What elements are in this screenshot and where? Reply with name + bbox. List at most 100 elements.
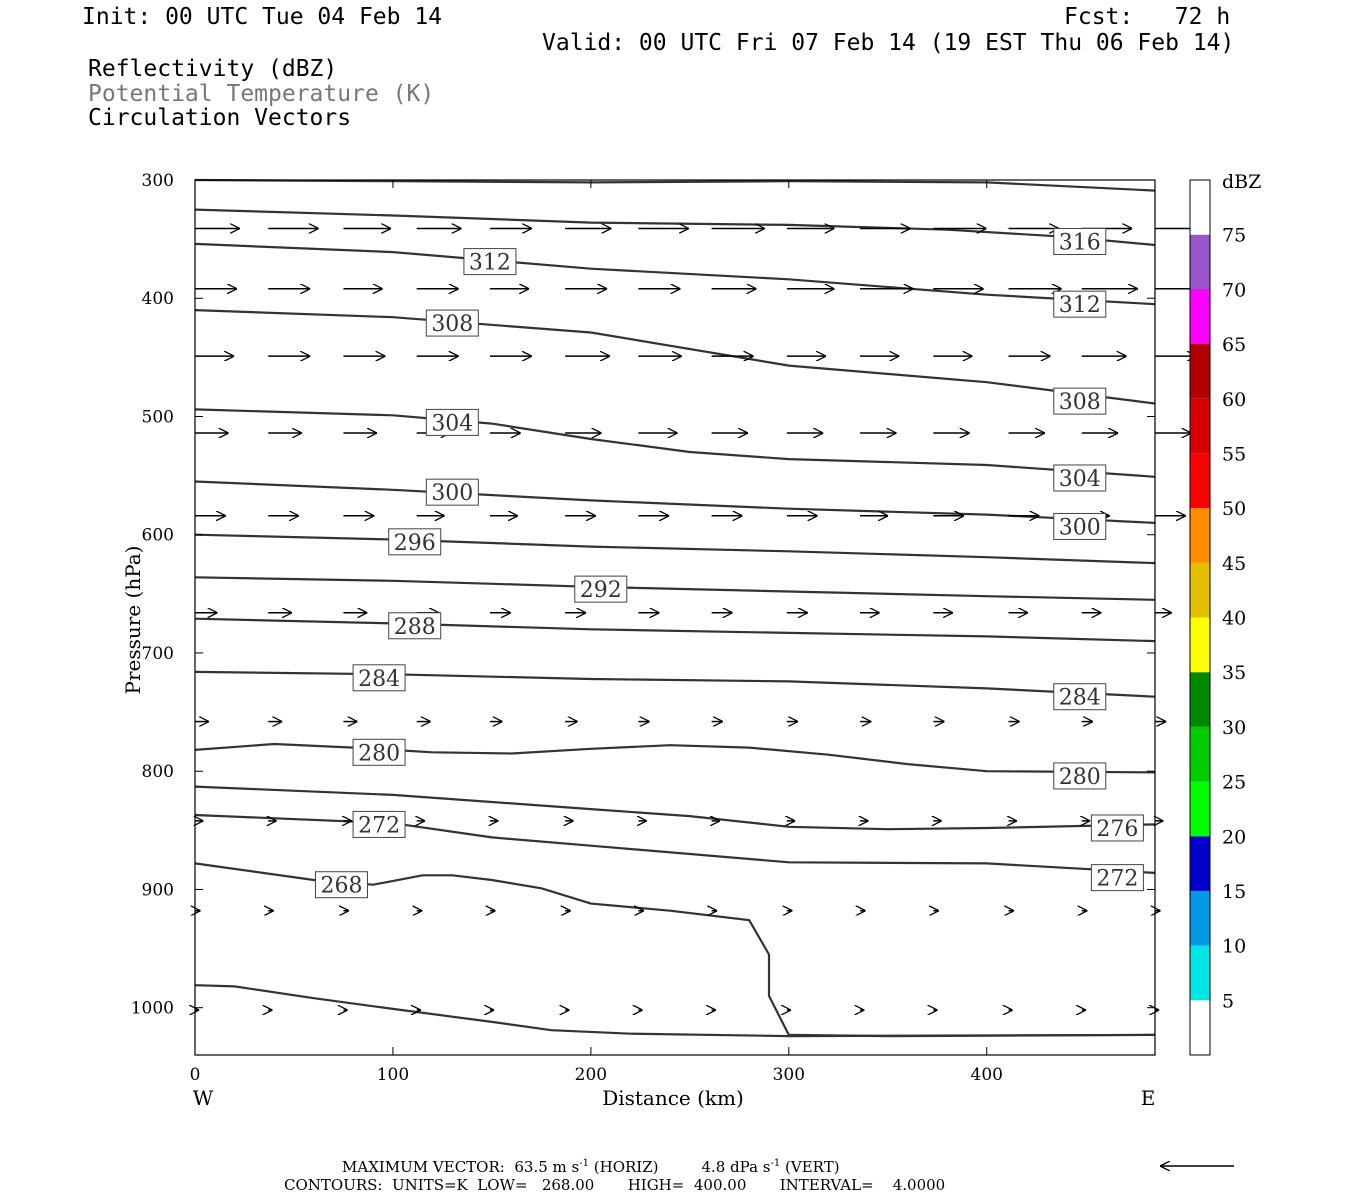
colorbar-segment <box>1190 180 1210 235</box>
y-tick-label: 400 <box>142 289 174 309</box>
contour-line-288 <box>194 576 1156 601</box>
colorbar-label: 50 <box>1222 498 1246 520</box>
max-vector-label: MAXIMUM VECTOR: <box>342 1158 505 1176</box>
contour-label-box <box>352 738 406 766</box>
contour-label: 280 <box>358 741 400 766</box>
colorbar-segment <box>1190 289 1210 345</box>
y-tick-label: 500 <box>142 407 174 427</box>
contour-label: 296 <box>394 531 436 556</box>
colorbar-label: 30 <box>1222 717 1246 739</box>
y-tick-label: 1000 <box>131 999 174 1019</box>
contour-label: 300 <box>1059 515 1101 540</box>
contour-label: 276 <box>1096 817 1138 842</box>
colorbar-label: 75 <box>1222 225 1246 247</box>
contour-label: 304 <box>431 411 473 436</box>
colorbar-label: 70 <box>1222 279 1246 301</box>
init-time: Init: 00 UTC Tue 04 Feb 14 <box>82 4 443 30</box>
y-tick-label: 600 <box>142 526 174 546</box>
contour-label-box <box>1053 387 1107 415</box>
y-tick-label: 300 <box>142 171 174 191</box>
theta-contours <box>194 178 1156 1038</box>
contour-line-296 <box>194 480 1156 524</box>
contour-label-box <box>352 664 406 692</box>
contour-label-box <box>1090 814 1144 842</box>
x-tick-label: 100 <box>377 1065 409 1085</box>
colorbar-label: 25 <box>1222 772 1246 794</box>
colorbar-frame <box>1189 179 1211 1056</box>
colorbar-segment <box>1190 945 1210 1001</box>
y-tick-label: 900 <box>142 880 174 900</box>
x-tick-label: 0 <box>190 1065 201 1085</box>
contour-line-280 <box>194 670 1156 698</box>
x-axis-west-label: W <box>193 1086 214 1110</box>
contour-label: 288 <box>394 615 436 640</box>
axes: 300 400 500 600 700 800 900 1000 0 100 200 300 400 <box>131 171 1155 1085</box>
contour-label-box <box>1053 290 1107 318</box>
contour-line-260 <box>194 984 1156 1038</box>
colorbar-label: 15 <box>1222 881 1246 903</box>
contour-labels: 316 312 312 308 308 304 304 300 300 296 292 288 284 2… <box>314 227 1144 899</box>
contour-label: 292 <box>580 578 622 603</box>
contour-label-box <box>1053 683 1107 711</box>
x-tick-label: 400 <box>971 1065 1003 1085</box>
colorbar-label: 45 <box>1222 553 1246 575</box>
contour-label-box <box>388 528 442 556</box>
colorbar-unit: dBZ <box>1222 171 1261 193</box>
x-axis-label: Distance (km) <box>602 1086 744 1110</box>
field-label-theta: Potential Temperature (K) <box>88 81 435 107</box>
colorbar-segment <box>1190 617 1210 673</box>
colorbar-label: 60 <box>1222 389 1246 411</box>
contour-label-box <box>388 612 442 640</box>
contour-label: 300 <box>431 481 473 506</box>
colorbar-label: 65 <box>1222 334 1246 356</box>
max-vector-horiz-unit: (HORIZ) <box>593 1158 659 1176</box>
y-tick-label: 700 <box>142 644 174 664</box>
contour-label: 268 <box>320 874 362 899</box>
contour-line-316 <box>194 178 1156 192</box>
contour-label: 308 <box>431 312 473 337</box>
contour-label-box <box>1053 464 1107 492</box>
colorbar-label: 10 <box>1222 936 1246 958</box>
contour-label-box <box>425 309 479 337</box>
contour-label-box <box>574 575 628 603</box>
circulation-vectors <box>195 228 1209 1010</box>
contour-label: 312 <box>1059 293 1101 318</box>
contour-label-box <box>1053 512 1107 540</box>
max-vector-vert-unit: (VERT) <box>785 1158 840 1176</box>
contour-label: 284 <box>1059 686 1101 711</box>
max-vector-horiz: 63.5 m s <box>514 1158 580 1176</box>
contour-line-304 <box>194 309 1156 405</box>
field-label-reflectivity: Reflectivity (dBZ) <box>88 56 338 82</box>
colorbar-segment <box>1190 508 1210 563</box>
colorbar-segment <box>1190 344 1210 399</box>
colorbar-segment <box>1190 836 1210 891</box>
contour-label: 312 <box>469 251 511 276</box>
colorbar-segment <box>1190 726 1210 782</box>
contour-label-box <box>1090 864 1144 892</box>
colorbar-label: 55 <box>1222 443 1246 465</box>
colorbar-label: 20 <box>1222 826 1246 848</box>
contour-label: 272 <box>1096 867 1138 892</box>
contour-line-292 <box>194 533 1156 565</box>
contour-label-box <box>1053 762 1107 790</box>
contour-label-box <box>352 810 406 838</box>
field-label-vectors: Circulation Vectors <box>88 105 352 131</box>
colorbar-segment <box>1190 562 1210 618</box>
x-axis-east-label: E <box>1141 1086 1156 1110</box>
forecast-hour: Fcst: 72 h <box>1064 4 1231 30</box>
contour-line-268 <box>194 813 1156 874</box>
contour-line-308 <box>194 242 1156 306</box>
valid-time: Valid: 00 UTC Fri 07 Feb 14 (19 EST Thu … <box>542 30 1235 56</box>
colorbar-label: 5 <box>1222 990 1234 1012</box>
contour-label-box <box>425 408 479 436</box>
contour-info: CONTOURS: UNITS=K LOW= 268.00 HIGH= 400.… <box>284 1176 946 1194</box>
contour-label: 280 <box>1059 765 1101 790</box>
contour-line-312 <box>194 208 1156 247</box>
max-vector-horiz-exp: -1 <box>579 1158 589 1169</box>
plot-frame <box>194 179 1156 1056</box>
contour-label-box <box>314 871 368 899</box>
contour-label-box <box>1053 227 1107 255</box>
colorbar-label: 35 <box>1222 662 1246 684</box>
max-vector-vert-exp: -1 <box>770 1158 781 1169</box>
colorbar-segment <box>1190 398 1210 454</box>
